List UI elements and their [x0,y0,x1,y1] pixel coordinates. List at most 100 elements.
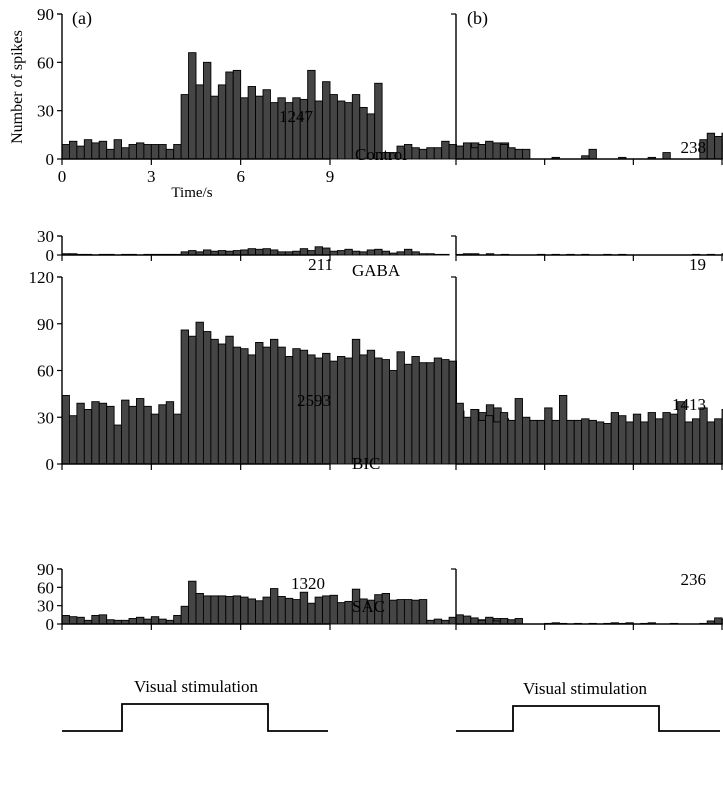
bar [714,418,723,465]
bar [165,401,175,465]
bar [135,616,145,625]
bar [485,140,494,160]
y-tick-label: 60 [37,53,54,72]
bar [202,249,212,256]
bar [269,102,279,160]
bar [277,346,286,465]
bar [403,363,413,465]
bar [426,362,435,465]
bar [499,412,509,465]
bar [351,250,361,256]
x-tick-label: 9 [326,167,335,186]
bar [329,360,338,465]
bar [143,144,152,160]
bar [359,251,368,256]
bar [462,142,472,160]
bar [135,142,145,160]
total-spikes-label: 238 [681,138,707,157]
bar [329,594,338,625]
bar [381,359,390,465]
bar [255,95,264,160]
bar [433,253,443,256]
bar [269,249,279,256]
bar [374,248,383,256]
bar [714,135,723,160]
y-tick-label: 30 [37,597,54,616]
bar [418,253,428,256]
total-spikes-label: 1320 [291,574,325,593]
bar [336,602,346,625]
bar [366,349,376,465]
y-tick-label: 60 [37,578,54,597]
y-tick-label: 30 [37,102,54,121]
bar [83,409,93,465]
bar [433,147,443,160]
bar [91,401,100,465]
y-tick-label: 120 [29,268,55,287]
panel-label-b: (b) [467,8,488,29]
bar [202,61,212,160]
bar [217,84,227,160]
bar [455,145,464,160]
bar [499,618,509,625]
bar [595,421,605,465]
bar [418,599,428,625]
bar [389,252,398,256]
bar [374,82,383,160]
bar [322,247,331,256]
bar [232,69,242,160]
bar [462,615,472,625]
bar [389,599,398,625]
bar [240,97,249,160]
bar [507,147,516,160]
bar [210,595,219,625]
bar [441,140,450,160]
bar [662,412,671,465]
bar [403,599,413,625]
total-spikes-label: 2593 [297,391,331,410]
bar [128,618,137,625]
bar [344,248,353,256]
bar [165,148,175,160]
bar [492,142,501,160]
bar [470,617,479,625]
bar [426,147,435,160]
bar [121,399,130,465]
bar [618,415,627,465]
bar [669,413,679,465]
bar [684,421,693,465]
bar [247,248,257,256]
bar [255,248,264,256]
y-tick-label: 0 [46,455,55,474]
panel-label-a: (a) [72,8,92,29]
bar [322,81,331,160]
bar [329,94,338,160]
total-spikes-label: 1413 [672,395,706,414]
bar [150,616,160,625]
y-tick-label: 0 [46,150,55,169]
bar [202,331,212,465]
bar [188,580,197,625]
bar [262,248,271,256]
bar [699,407,708,465]
bar [426,619,435,625]
bar [225,335,234,465]
histogram-control-b: 238 [451,13,723,165]
bar [255,600,264,625]
x-tick-label: 0 [58,167,67,186]
bar [433,618,443,625]
total-spikes-label: 19 [689,255,706,274]
bar [610,412,620,465]
bar [180,329,190,465]
bar [544,407,553,465]
condition-label-bic: BIC [352,454,380,473]
bar [98,402,108,465]
bar [411,356,420,465]
bar [655,418,664,465]
bar [403,248,413,256]
condition-label-sac: SAC [352,597,385,616]
bar [418,148,428,160]
bar [411,599,420,625]
bar [158,144,167,160]
